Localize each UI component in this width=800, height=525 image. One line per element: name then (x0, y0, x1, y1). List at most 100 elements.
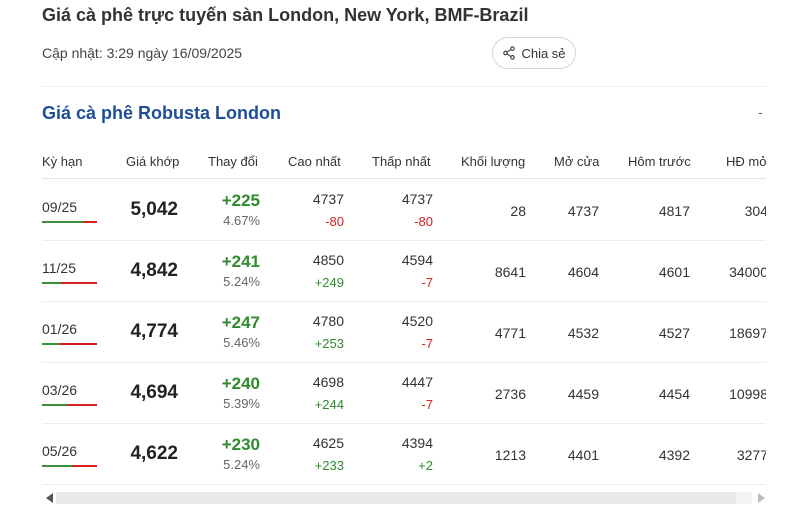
collapse-toggle[interactable]: - (758, 104, 763, 120)
table-row[interactable]: 09/25 5,042 +225 4.67% 4737 -80 4737 -80 28 4737 4… (42, 180, 766, 241)
prev-close-cell: 4601 (658, 264, 690, 280)
high-diff-cell: +249 (314, 275, 344, 290)
term-trend-bar (42, 343, 97, 345)
volume-cell: 4771 (494, 325, 526, 341)
prev-close-cell: 4454 (658, 386, 690, 402)
trend-bar-red (72, 465, 97, 467)
trend-bar-green (42, 282, 61, 284)
high-diff-cell: +244 (314, 397, 344, 412)
trend-bar-red (59, 343, 97, 345)
header-volume: Khối lượng (461, 154, 526, 169)
open-cell: 4459 (567, 386, 599, 402)
price-cell: 5,042 (130, 199, 178, 220)
low-diff-cell: -80 (414, 214, 433, 229)
term-cell: 05/26 (42, 443, 78, 459)
header-prev: Hôm trước (628, 154, 691, 169)
low-diff-cell: -7 (421, 275, 433, 290)
term-cell: 01/26 (42, 321, 78, 337)
table-row[interactable]: 01/26 4,774 +247 5.46% 4780 +253 4520 -7 4771 453… (42, 302, 766, 363)
term-cell: 03/26 (42, 382, 78, 398)
low-cell: 4447 (401, 374, 433, 390)
prev-close-cell: 4527 (658, 325, 690, 341)
term-trend-bar (42, 404, 97, 406)
low-cell: 4737 (401, 191, 433, 207)
table-row[interactable]: 03/26 4,694 +240 5.39% 4698 +244 4447 -7 2736 445… (42, 363, 766, 424)
open-interest-cell: 34000 (729, 264, 766, 280)
header-price: Giá khớp (126, 154, 180, 169)
open-interest-cell: 10998 (729, 386, 766, 402)
divider (42, 86, 766, 87)
high-diff-cell: +233 (314, 458, 344, 473)
change-percent-cell: 5.46% (223, 335, 260, 350)
scroll-thumb[interactable] (56, 492, 736, 504)
high-diff-cell: -80 (325, 214, 344, 229)
term-trend-bar (42, 282, 97, 284)
low-cell: 4520 (401, 313, 433, 329)
share-icon (503, 46, 516, 60)
header-high: Cao nhất (288, 154, 341, 169)
header-open-interest: HĐ mở (726, 154, 766, 169)
open-interest-cell: 304 (744, 203, 766, 219)
share-button[interactable]: Chia sẻ (492, 37, 576, 69)
low-diff-cell: +2 (418, 458, 433, 473)
change-percent-cell: 4.67% (223, 213, 260, 228)
trend-bar-green (42, 404, 67, 406)
trend-bar-red (61, 282, 97, 284)
price-table: Kỳ hạn Giá khớp Thay đổi Cao nhất Thấp n… (42, 146, 766, 486)
page-title: Giá cà phê trực tuyến sàn London, New Yo… (42, 5, 529, 25)
open-interest-cell: 3277 (736, 447, 766, 463)
trend-bar-red (67, 404, 97, 406)
header-open: Mở cửa (554, 154, 600, 169)
low-diff-cell: -7 (421, 397, 433, 412)
scroll-right-icon[interactable] (758, 493, 765, 503)
term-cell: 11/25 (42, 260, 76, 276)
low-cell: 4594 (401, 252, 433, 268)
share-label: Chia sẻ (521, 45, 566, 61)
prev-close-cell: 4392 (658, 447, 690, 463)
high-diff-cell: +253 (314, 336, 344, 351)
scroll-left-icon[interactable] (46, 493, 53, 503)
header-change: Thay đổi (208, 154, 258, 169)
trend-bar-green (42, 221, 83, 223)
updated-timestamp: Cập nhật: 3:29 ngày 16/09/2025 (42, 45, 243, 61)
open-cell: 4401 (567, 447, 599, 463)
high-cell: 4850 (312, 252, 344, 268)
volume-cell: 8641 (494, 264, 526, 280)
change-cell: +230 (221, 435, 260, 454)
change-cell: +241 (221, 252, 260, 271)
trend-bar-red (83, 221, 97, 223)
price-cell: 4,774 (130, 321, 178, 342)
table-row[interactable]: 05/26 4,622 +230 5.24% 4625 +233 4394 +2 1213 440… (42, 424, 766, 485)
table-header: Kỳ hạn Giá khớp Thay đổi Cao nhất Thấp n… (42, 146, 766, 179)
term-trend-bar (42, 465, 97, 467)
header-low: Thấp nhất (372, 154, 431, 169)
change-percent-cell: 5.24% (223, 457, 260, 472)
change-cell: +225 (221, 191, 260, 210)
high-cell: 4780 (312, 313, 344, 329)
open-interest-cell: 18697 (729, 325, 766, 341)
term-trend-bar (42, 221, 97, 223)
change-percent-cell: 5.24% (223, 274, 260, 289)
change-cell: +247 (221, 313, 260, 332)
term-cell: 09/25 (42, 199, 78, 215)
volume-cell: 1213 (494, 447, 526, 463)
price-cell: 4,622 (130, 443, 178, 464)
price-cell: 4,694 (130, 382, 178, 403)
high-cell: 4698 (312, 374, 344, 390)
volume-cell: 2736 (494, 386, 526, 402)
volume-cell: 28 (510, 203, 526, 219)
horizontal-scrollbar[interactable] (42, 490, 766, 506)
price-cell: 4,842 (130, 260, 178, 281)
open-cell: 4737 (567, 203, 599, 219)
change-cell: +240 (221, 374, 260, 393)
header-term: Kỳ hạn (42, 154, 83, 169)
high-cell: 4737 (312, 191, 344, 207)
low-diff-cell: -7 (421, 336, 433, 351)
change-percent-cell: 5.39% (223, 396, 260, 411)
open-cell: 4604 (567, 264, 599, 280)
table-row[interactable]: 11/25 4,842 +241 5.24% 4850 +249 4594 -7 8641 460… (42, 241, 766, 302)
open-cell: 4532 (567, 325, 599, 341)
trend-bar-green (42, 465, 72, 467)
trend-bar-green (42, 343, 59, 345)
section-title: Giá cà phê Robusta London (42, 103, 282, 123)
